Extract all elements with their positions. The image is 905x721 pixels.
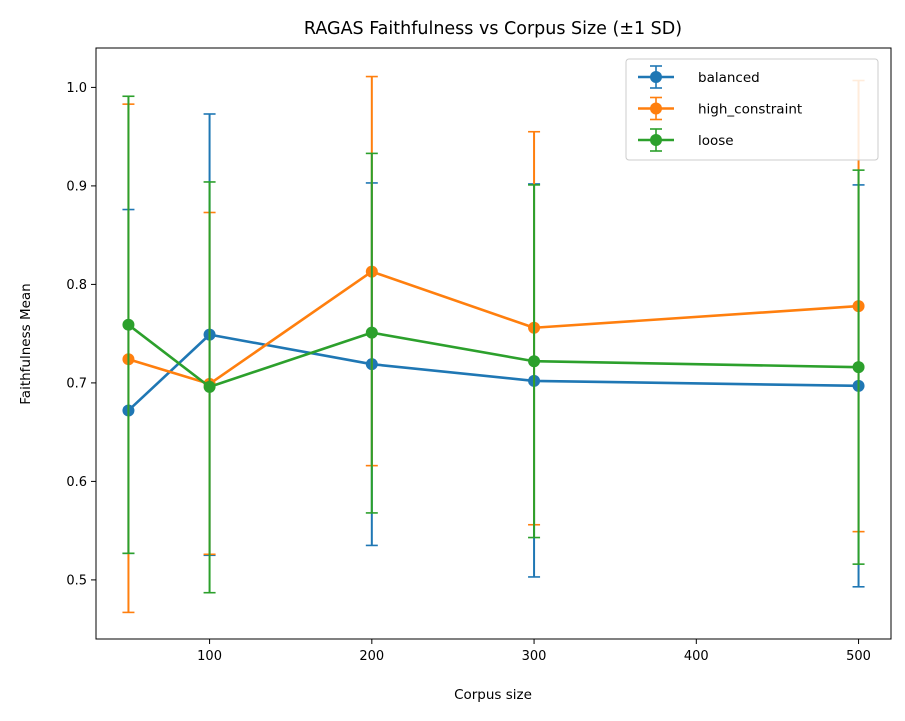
y-tick-label: 0.7 xyxy=(66,376,87,391)
plot-frame xyxy=(95,47,892,640)
legend-label: balanced xyxy=(698,70,760,86)
data-point xyxy=(365,326,378,339)
legend-marker xyxy=(650,102,662,115)
legend-item-high_constraint: high_constraint xyxy=(638,96,802,121)
plot-area xyxy=(122,75,865,614)
data-point xyxy=(203,380,216,393)
legend-label: high_constraint xyxy=(698,102,802,118)
legend-item-loose: loose xyxy=(638,128,734,152)
legend-item-balanced: balanced xyxy=(638,65,760,89)
y-tick-label: 1.0 xyxy=(66,81,87,96)
x-axis-label: Corpus size xyxy=(454,687,532,703)
x-tick-label: 200 xyxy=(359,649,384,664)
data-point xyxy=(122,318,135,331)
chart-title: RAGAS Faithfulness vs Corpus Size (±1 SD… xyxy=(304,19,682,39)
x-tick-label: 300 xyxy=(522,649,547,664)
series-loose xyxy=(122,95,865,594)
data-point xyxy=(528,355,541,368)
legend-label: loose xyxy=(698,133,734,149)
x-tick-label: 500 xyxy=(846,649,871,664)
data-point xyxy=(852,361,865,374)
y-axis-label: Faithfulness Mean xyxy=(18,283,34,404)
legend-box xyxy=(625,58,879,161)
x-axis: 100 200 300 400 500 xyxy=(197,639,871,664)
y-axis: 0.5 0.6 0.7 0.8 0.9 1.0 xyxy=(66,81,96,588)
y-tick-label: 0.5 xyxy=(66,573,87,588)
x-tick-label: 400 xyxy=(684,649,709,664)
y-tick-label: 0.6 xyxy=(66,475,87,490)
legend-marker xyxy=(650,134,662,146)
legend-marker xyxy=(650,71,662,83)
y-tick-label: 0.8 xyxy=(66,278,87,293)
y-tick-label: 0.9 xyxy=(66,179,87,194)
x-tick-label: 100 xyxy=(197,649,222,664)
